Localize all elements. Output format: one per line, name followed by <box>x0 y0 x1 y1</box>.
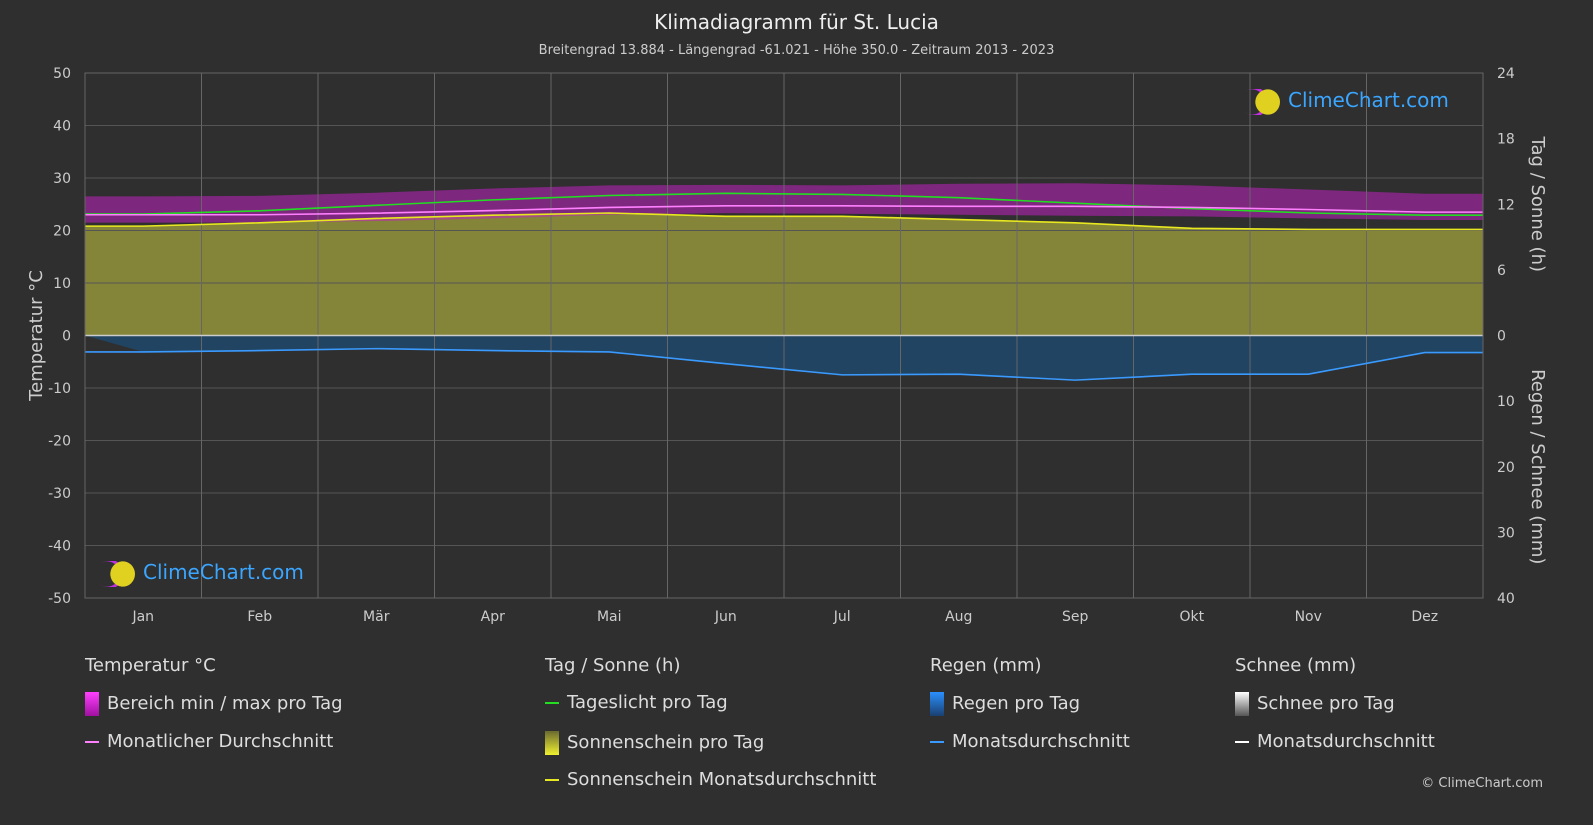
rain-swatch-icon <box>930 692 944 716</box>
y-tick-left: 30 <box>53 171 71 187</box>
x-tick-label: Feb <box>247 609 272 625</box>
legend-snow-avg: Monatsdurchschnitt <box>1235 731 1435 752</box>
chart-title: Klimadiagramm für St. Lucia <box>654 10 939 34</box>
x-tick-label: Jan <box>131 609 154 625</box>
logo-text: ClimeChart.com <box>143 560 304 584</box>
range-swatch-icon <box>85 692 99 716</box>
x-tick-label: Mai <box>597 609 622 625</box>
legend-label: Tageslicht pro Tag <box>567 692 728 713</box>
logo-top: ClimeChart.com <box>1240 88 1449 115</box>
line-swatch-icon <box>545 779 559 781</box>
rain-avg-line <box>85 347 1483 381</box>
logo-bottom: ClimeChart.com <box>95 560 304 587</box>
y-tick-left: -50 <box>48 591 71 607</box>
legend-label: Regen pro Tag <box>952 693 1081 714</box>
y-tick-left: -30 <box>48 486 71 502</box>
legend-label: Monatlicher Durchschnitt <box>107 731 334 752</box>
x-tick-label: Apr <box>481 609 505 625</box>
y-tick-right-hours: 12 <box>1497 197 1515 213</box>
logo-icon <box>95 560 135 587</box>
legend-rain-heading: Regen (mm) <box>930 655 1042 676</box>
y-tick-left: -20 <box>48 434 71 450</box>
legend-label: Schnee pro Tag <box>1257 693 1395 714</box>
chart-subtitle: Breitengrad 13.884 - Längengrad -61.021 … <box>538 43 1055 58</box>
legend-snow-per-day: Schnee pro Tag <box>1235 692 1395 716</box>
x-tick-label: Okt <box>1179 609 1204 625</box>
line-swatch-icon <box>545 702 559 704</box>
legend-sun-heading: Tag / Sonne (h) <box>545 655 681 676</box>
legend-temp-avg: Monatlicher Durchschnitt <box>85 731 333 752</box>
line-swatch-icon <box>1235 741 1249 743</box>
y-tick-right-rain: 10 <box>1497 394 1515 410</box>
plot-area: 50 40 30 20 10 0 -10 -20 -30 -40 -50 Jan Feb Mär Apr Ma… <box>26 66 1548 625</box>
legend-temp-heading: Temperatur °C <box>85 655 216 676</box>
y-tick-right-hours: 24 <box>1497 66 1515 82</box>
sunshine-swatch-icon <box>545 731 559 755</box>
y-tick-right-hours: 18 <box>1497 132 1515 148</box>
legend-daylight: Tageslicht pro Tag <box>545 692 728 713</box>
y-tick-left: 40 <box>53 119 71 135</box>
y-axis-label-right-top: Tag / Sonne (h) <box>1527 136 1548 272</box>
legend-sunshine: Sonnenschein pro Tag <box>545 731 764 755</box>
x-tick-label: Mär <box>363 609 390 625</box>
temp-avg-line <box>85 205 1483 216</box>
daylight-line <box>85 192 1483 216</box>
x-tick-label: Sep <box>1062 609 1089 625</box>
y-tick-left: 50 <box>53 66 71 82</box>
legend-label: Sonnenschein Monatsdurchschnitt <box>567 769 877 790</box>
legend-label: Bereich min / max pro Tag <box>107 693 343 714</box>
plot-border <box>84 72 1484 599</box>
y-tick-right-hours: 6 <box>1497 263 1506 279</box>
y-tick-right-rain: 40 <box>1497 591 1515 607</box>
y-tick-left: 20 <box>53 224 71 240</box>
legend-label: Monatsdurchschnitt <box>1257 731 1435 752</box>
legend-sunshine-avg: Sonnenschein Monatsdurchschnitt <box>545 769 876 790</box>
legend-rain-avg: Monatsdurchschnitt <box>930 731 1130 752</box>
y-axis-label-left: Temperatur °C <box>26 270 47 402</box>
x-tick-label: Dez <box>1411 609 1438 625</box>
y-tick-right-rain: 30 <box>1497 525 1515 541</box>
x-tick-label: Jun <box>714 609 737 625</box>
legend-label: Monatsdurchschnitt <box>952 731 1130 752</box>
sunshine-avg-line <box>85 212 1483 231</box>
y-tick-left: 0 <box>62 329 71 345</box>
logo-text: ClimeChart.com <box>1288 88 1449 112</box>
line-swatch-icon <box>930 741 944 743</box>
legend-label: Sonnenschein pro Tag <box>567 732 765 753</box>
line-swatch-icon <box>85 741 99 743</box>
legend-rain-per-day: Regen pro Tag <box>930 692 1080 716</box>
legend-temp-range: Bereich min / max pro Tag <box>85 692 343 716</box>
y-axis-label-right-bottom: Regen / Schnee (mm) <box>1527 369 1548 564</box>
y-tick-left: 10 <box>53 276 71 292</box>
y-tick-left: -40 <box>48 539 71 555</box>
x-tick-label: Aug <box>945 609 972 625</box>
x-tick-label: Jul <box>833 609 851 625</box>
y-tick-left: -10 <box>48 381 71 397</box>
logo-icon <box>1240 88 1280 115</box>
y-tick-right-hours: 0 <box>1497 329 1506 345</box>
y-tick-right-rain: 20 <box>1497 460 1515 476</box>
x-tick-label: Nov <box>1295 609 1322 625</box>
copyright: © ClimeChart.com <box>1421 776 1543 791</box>
snow-swatch-icon <box>1235 692 1249 716</box>
legend-snow-heading: Schnee (mm) <box>1235 655 1357 676</box>
